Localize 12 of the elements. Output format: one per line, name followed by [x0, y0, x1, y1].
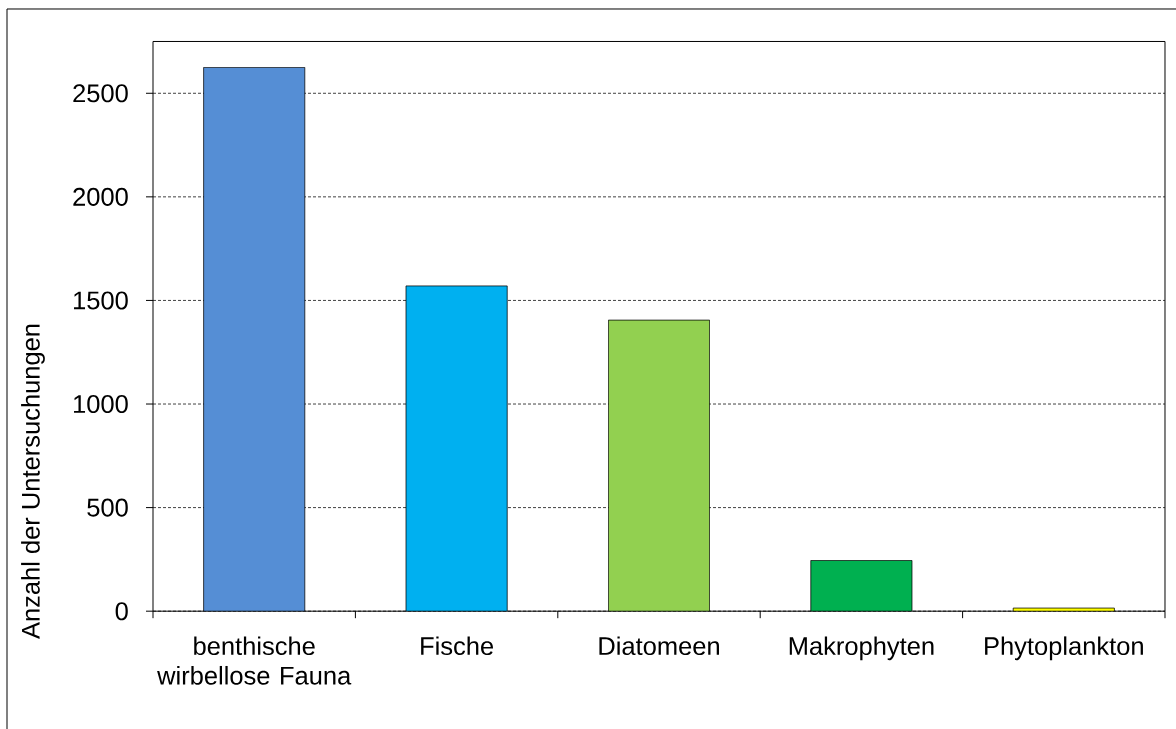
y-tick-label: 0: [115, 602, 128, 621]
y-tick-label: 1000: [74, 394, 128, 414]
y-tick-label: 2500: [73, 84, 128, 103]
y-tick-label: 2000: [73, 187, 128, 206]
x-tick-label: Diatomeen: [599, 636, 719, 656]
y-axis-title: Anzahl der Untersuchungen: [21, 324, 45, 640]
x-tick-label: Makrophyten: [789, 636, 934, 661]
x-tick-label: Phytoplankton: [985, 636, 1143, 661]
y-tick-label: 1500: [74, 291, 128, 310]
x-tick-label: Fische: [421, 636, 494, 656]
y-tick-label: 500: [87, 498, 128, 517]
x-tick-label: benthische wirbellose Fauna: [157, 636, 352, 685]
